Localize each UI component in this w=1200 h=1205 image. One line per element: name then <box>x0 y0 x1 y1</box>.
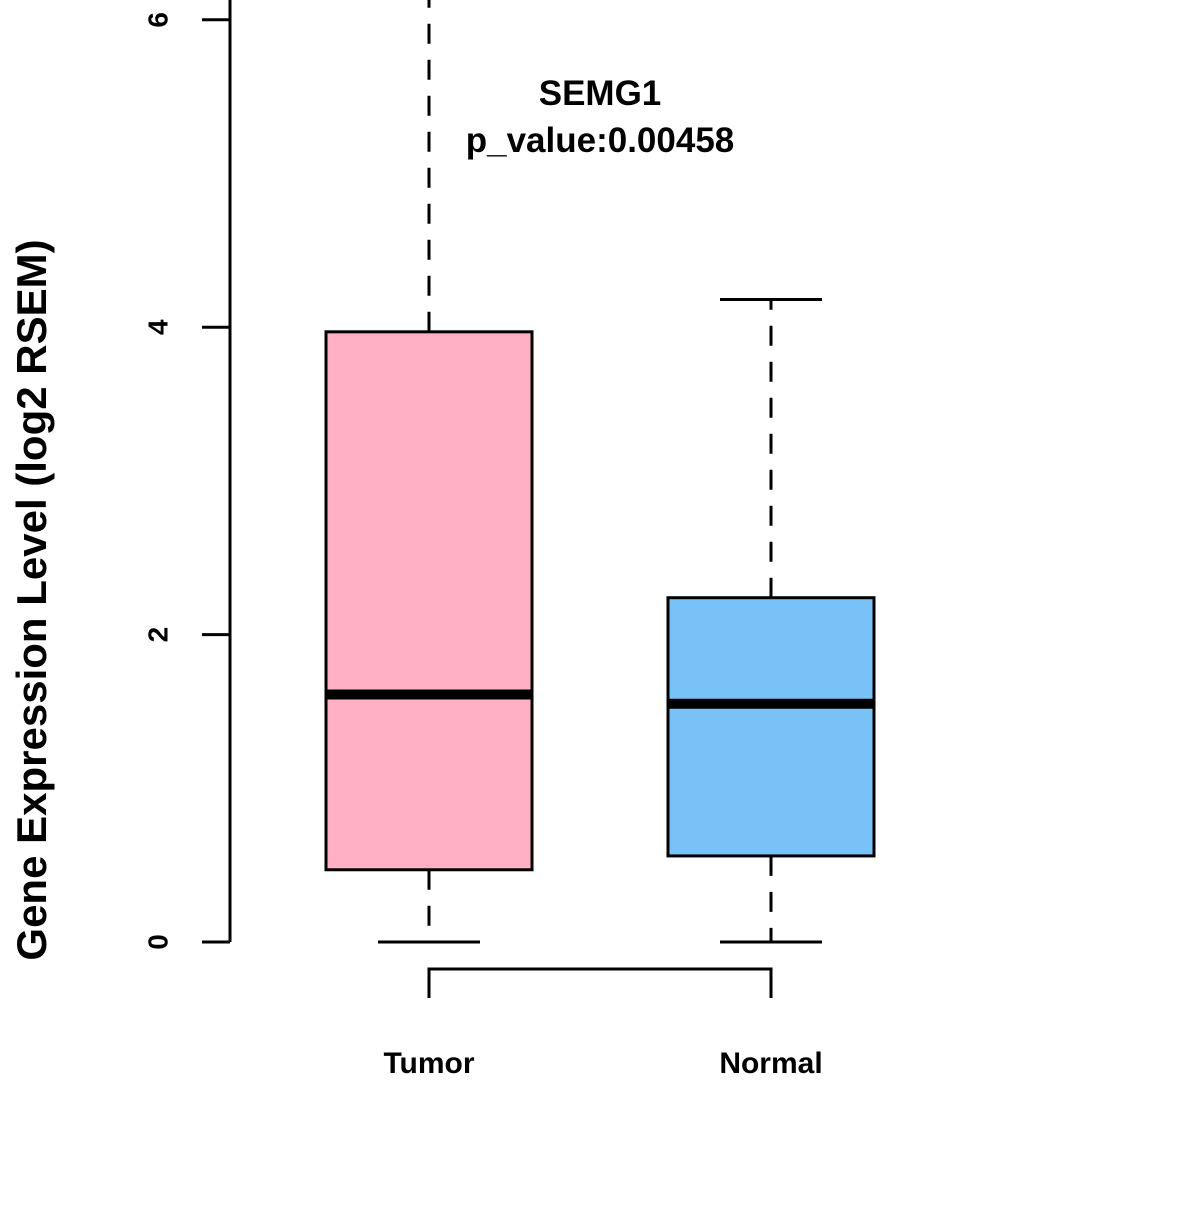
x-label-tumor: Tumor <box>383 1047 474 1080</box>
x-axis-labels: Tumor Normal <box>383 1047 822 1080</box>
y-tick-label: 2 <box>142 627 173 643</box>
y-tick-label: 6 <box>142 12 173 28</box>
y-axis-label: Gene Expression Level (log2 RSEM) <box>8 239 55 960</box>
x-label-normal: Normal <box>719 1047 822 1080</box>
comparison-bracket <box>427 967 773 998</box>
iqr-box <box>324 330 534 872</box>
chart-subtitle: p_value:0.00458 <box>466 121 735 160</box>
iqr-box <box>666 596 876 858</box>
box-tumor <box>324 0 534 944</box>
bracket-line <box>427 967 773 998</box>
y-tick-label: 0 <box>142 934 173 950</box>
y-tick-label: 4 <box>142 319 173 335</box>
box-plots <box>324 0 876 944</box>
chart-title: SEMG1 <box>539 74 662 113</box>
box-normal <box>666 298 876 944</box>
y-axis: 02468 <box>142 0 232 950</box>
